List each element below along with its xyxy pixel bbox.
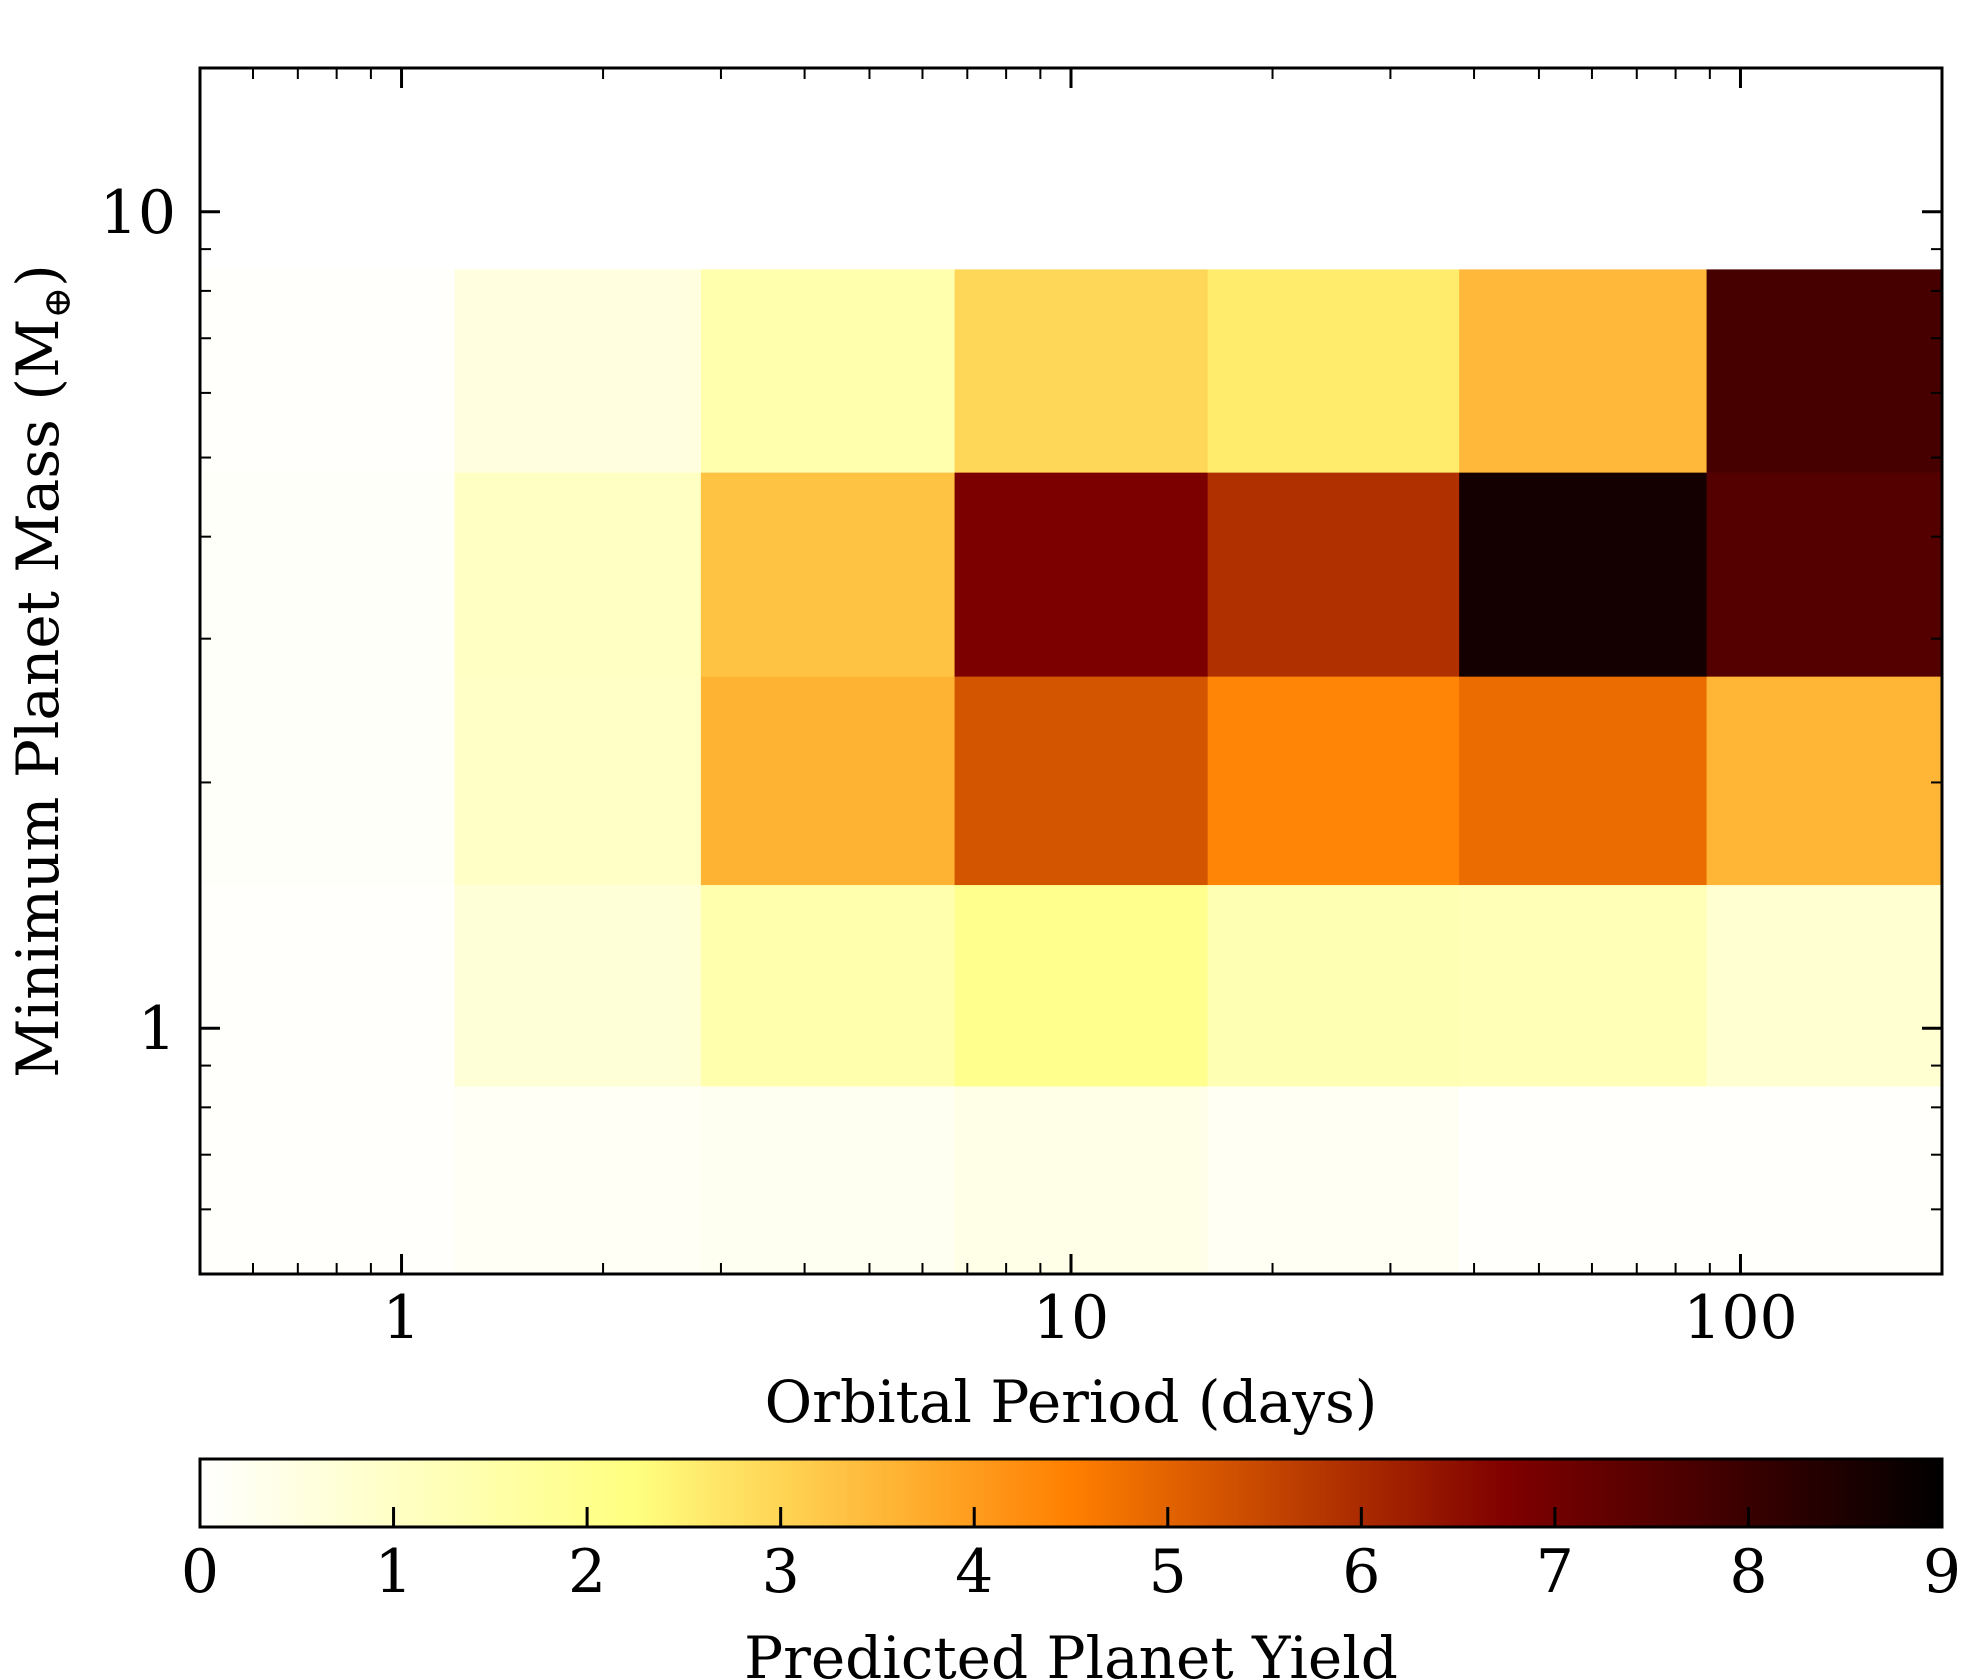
heatmap-cell: [700, 472, 956, 677]
heatmap-cell: [454, 884, 702, 1087]
heatmap-cell: [1459, 884, 1708, 1087]
heatmap-cell: [454, 269, 702, 473]
x-tick-label: 1: [382, 1283, 420, 1353]
colorbar-tick-label: 1: [374, 1537, 412, 1607]
x-tick-label: 100: [1683, 1283, 1798, 1353]
heatmap-cells: [200, 269, 1943, 1275]
heatmap-cell: [954, 472, 1209, 677]
heatmap-cell: [954, 269, 1209, 473]
y-tick-label: 10: [100, 178, 176, 248]
colorbar-label: Predicted Planet Yield: [744, 1624, 1398, 1680]
heatmap-cell: [1706, 676, 1943, 886]
colorbar-tick-label: 8: [1729, 1537, 1767, 1607]
heatmap-cell: [700, 269, 956, 473]
colorbar: [200, 1459, 1942, 1527]
heatmap-cell: [700, 676, 956, 886]
heatmap-cell: [200, 269, 456, 473]
heatmap-cell: [1706, 269, 1943, 473]
heatmap-cell: [1207, 269, 1460, 473]
heatmap-cell: [1207, 676, 1460, 886]
heatmap-cell: [1207, 472, 1460, 677]
colorbar-tick-label: 3: [762, 1537, 800, 1607]
y-axis-label: Minimum Planet Mass (M⊕): [4, 264, 79, 1078]
y-axis-label-main: Minimum Planet Mass (M: [4, 319, 72, 1078]
plot-frame: [198, 66, 1944, 1276]
colorbar-tick-label: 9: [1923, 1537, 1961, 1607]
heatmap-cell: [1459, 1085, 1708, 1275]
heatmap-cell: [1706, 884, 1943, 1087]
y-tick-label: 1: [138, 994, 176, 1064]
heatmap-cell: [454, 676, 702, 886]
heatmap-cell: [1207, 1085, 1460, 1275]
heatmap-cell: [1706, 472, 1943, 677]
colorbar-tick-label: 6: [1342, 1537, 1380, 1607]
heatmap-cell: [200, 1085, 456, 1275]
colorbar-ticks: 0 1 2 3 4 5 6 7 8 9: [181, 1507, 1961, 1607]
y-axis-label-close: ): [4, 264, 72, 287]
y-axis-label-subscript: ⊕: [35, 287, 79, 319]
colorbar-tick-label: 4: [955, 1537, 993, 1607]
colorbar-tick-label: 7: [1536, 1537, 1574, 1607]
heatmap-cell: [454, 472, 702, 677]
axis-ticks: 1 10 100 1 10: [100, 68, 1943, 1353]
heatmap-cell: [1459, 472, 1708, 677]
heatmap-cell: [954, 676, 1209, 886]
heatmap-cell: [1207, 884, 1460, 1087]
heatmap-cell: [200, 676, 456, 886]
colorbar-tick-label: 5: [1149, 1537, 1187, 1607]
heatmap-cell: [200, 472, 456, 677]
colorbar-tick-label: 2: [568, 1537, 606, 1607]
heatmap-cell: [954, 884, 1209, 1087]
heatmap-cell: [1459, 676, 1708, 886]
heatmap-cell: [954, 1085, 1209, 1275]
heatmap-cell: [700, 884, 956, 1087]
x-axis-label: Orbital Period (days): [765, 1368, 1378, 1436]
x-tick-label: 10: [1033, 1283, 1109, 1353]
heatmap-cell: [1459, 269, 1708, 473]
colorbar-tick-label: 0: [181, 1537, 219, 1607]
colorbar-frame: [198, 1457, 1944, 1529]
heatmap-cell: [200, 884, 456, 1087]
heatmap-cell: [454, 1085, 702, 1275]
heatmap-cell: [1706, 1085, 1943, 1275]
heatmap-cell: [700, 1085, 956, 1275]
